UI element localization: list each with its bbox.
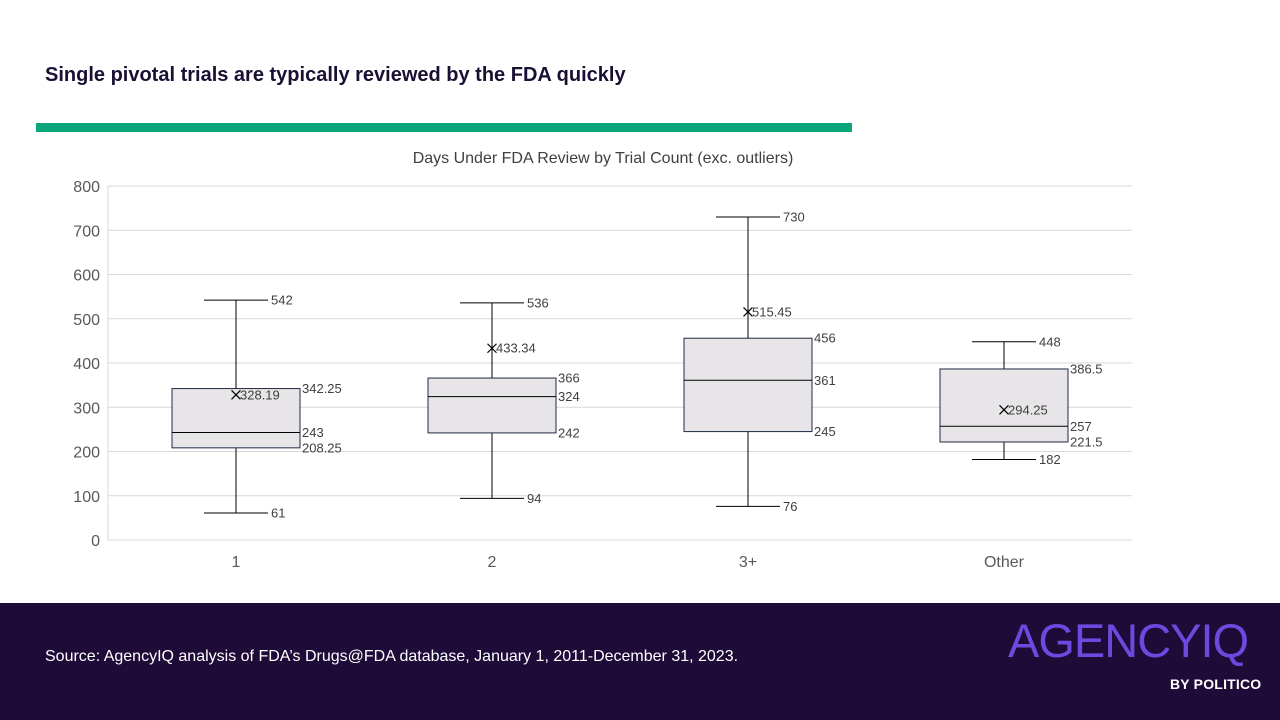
footer: Source: AgencyIQ analysis of FDA’s Drugs…	[0, 603, 1280, 720]
chart-title: Days Under FDA Review by Trial Count (ex…	[413, 150, 794, 167]
data-label: 542	[271, 293, 293, 308]
data-label: 366	[558, 371, 580, 386]
box-plot-chart: Days Under FDA Review by Trial Count (ex…	[73, 150, 1132, 571]
y-tick-label: 600	[73, 268, 100, 285]
data-label: 208.25	[302, 440, 342, 455]
box-3+	[683, 216, 813, 507]
data-label: 94	[527, 491, 541, 506]
data-label: 515.45	[752, 304, 792, 319]
y-tick-label: 400	[73, 356, 100, 373]
data-label: 294.25	[1008, 402, 1048, 417]
x-axis: 1 2 3+ Other	[232, 554, 1025, 571]
data-label: 456	[814, 331, 836, 346]
data-label: 448	[1039, 334, 1061, 349]
y-tick-label: 800	[73, 179, 100, 196]
box-Other	[939, 341, 1069, 460]
y-tick-label: 300	[73, 400, 100, 417]
y-tick-label: 0	[91, 533, 100, 550]
data-label: 76	[783, 499, 797, 514]
data-label: 342.25	[302, 381, 342, 396]
iqr-box	[427, 377, 557, 434]
x-tick-label: 2	[488, 554, 497, 571]
x-tick-label: Other	[984, 554, 1025, 571]
y-tick-label: 500	[73, 312, 100, 329]
iqr-box	[683, 337, 813, 433]
gridlines	[108, 185, 1132, 541]
mean-marker	[487, 343, 497, 354]
y-tick-label: 700	[73, 223, 100, 240]
y-tick-label: 200	[73, 445, 100, 462]
box-2	[427, 302, 557, 499]
data-label: 536	[527, 295, 549, 310]
box-1	[171, 299, 301, 514]
data-label: 245	[814, 424, 836, 439]
iqr-box	[939, 368, 1069, 443]
data-label: 361	[814, 373, 836, 388]
data-label: 324	[558, 389, 580, 404]
x-tick-label: 3+	[739, 554, 757, 571]
y-axis: 0 100 200 300 400 500 600 700 800	[73, 179, 109, 550]
data-label: 61	[271, 506, 285, 521]
data-label: 242	[558, 425, 580, 440]
data-label: 257	[1070, 419, 1092, 434]
data-label: 386.5	[1070, 361, 1103, 376]
mean-marker	[743, 306, 753, 317]
agencyiq-logo: AGENCYIQ	[1008, 614, 1249, 667]
y-tick-label: 100	[73, 489, 100, 506]
mean-marker	[231, 389, 241, 400]
data-label: 730	[783, 209, 805, 224]
x-tick-label: 1	[232, 554, 241, 571]
source-note: Source: AgencyIQ analysis of FDA’s Drugs…	[45, 648, 739, 665]
accent-bar	[36, 123, 852, 132]
data-label: 221.5	[1070, 434, 1103, 449]
slide-title: Single pivotal trials are typically revi…	[45, 64, 626, 86]
iqr-box	[171, 388, 301, 449]
data-label: 243	[302, 425, 324, 440]
mean-marker	[999, 404, 1009, 415]
data-label: 182	[1039, 452, 1061, 467]
box-series	[171, 216, 1069, 514]
data-label: 433.34	[496, 341, 536, 356]
politico-logo-text: BY POLITICO	[1170, 676, 1262, 692]
data-label: 328.19	[240, 387, 280, 402]
